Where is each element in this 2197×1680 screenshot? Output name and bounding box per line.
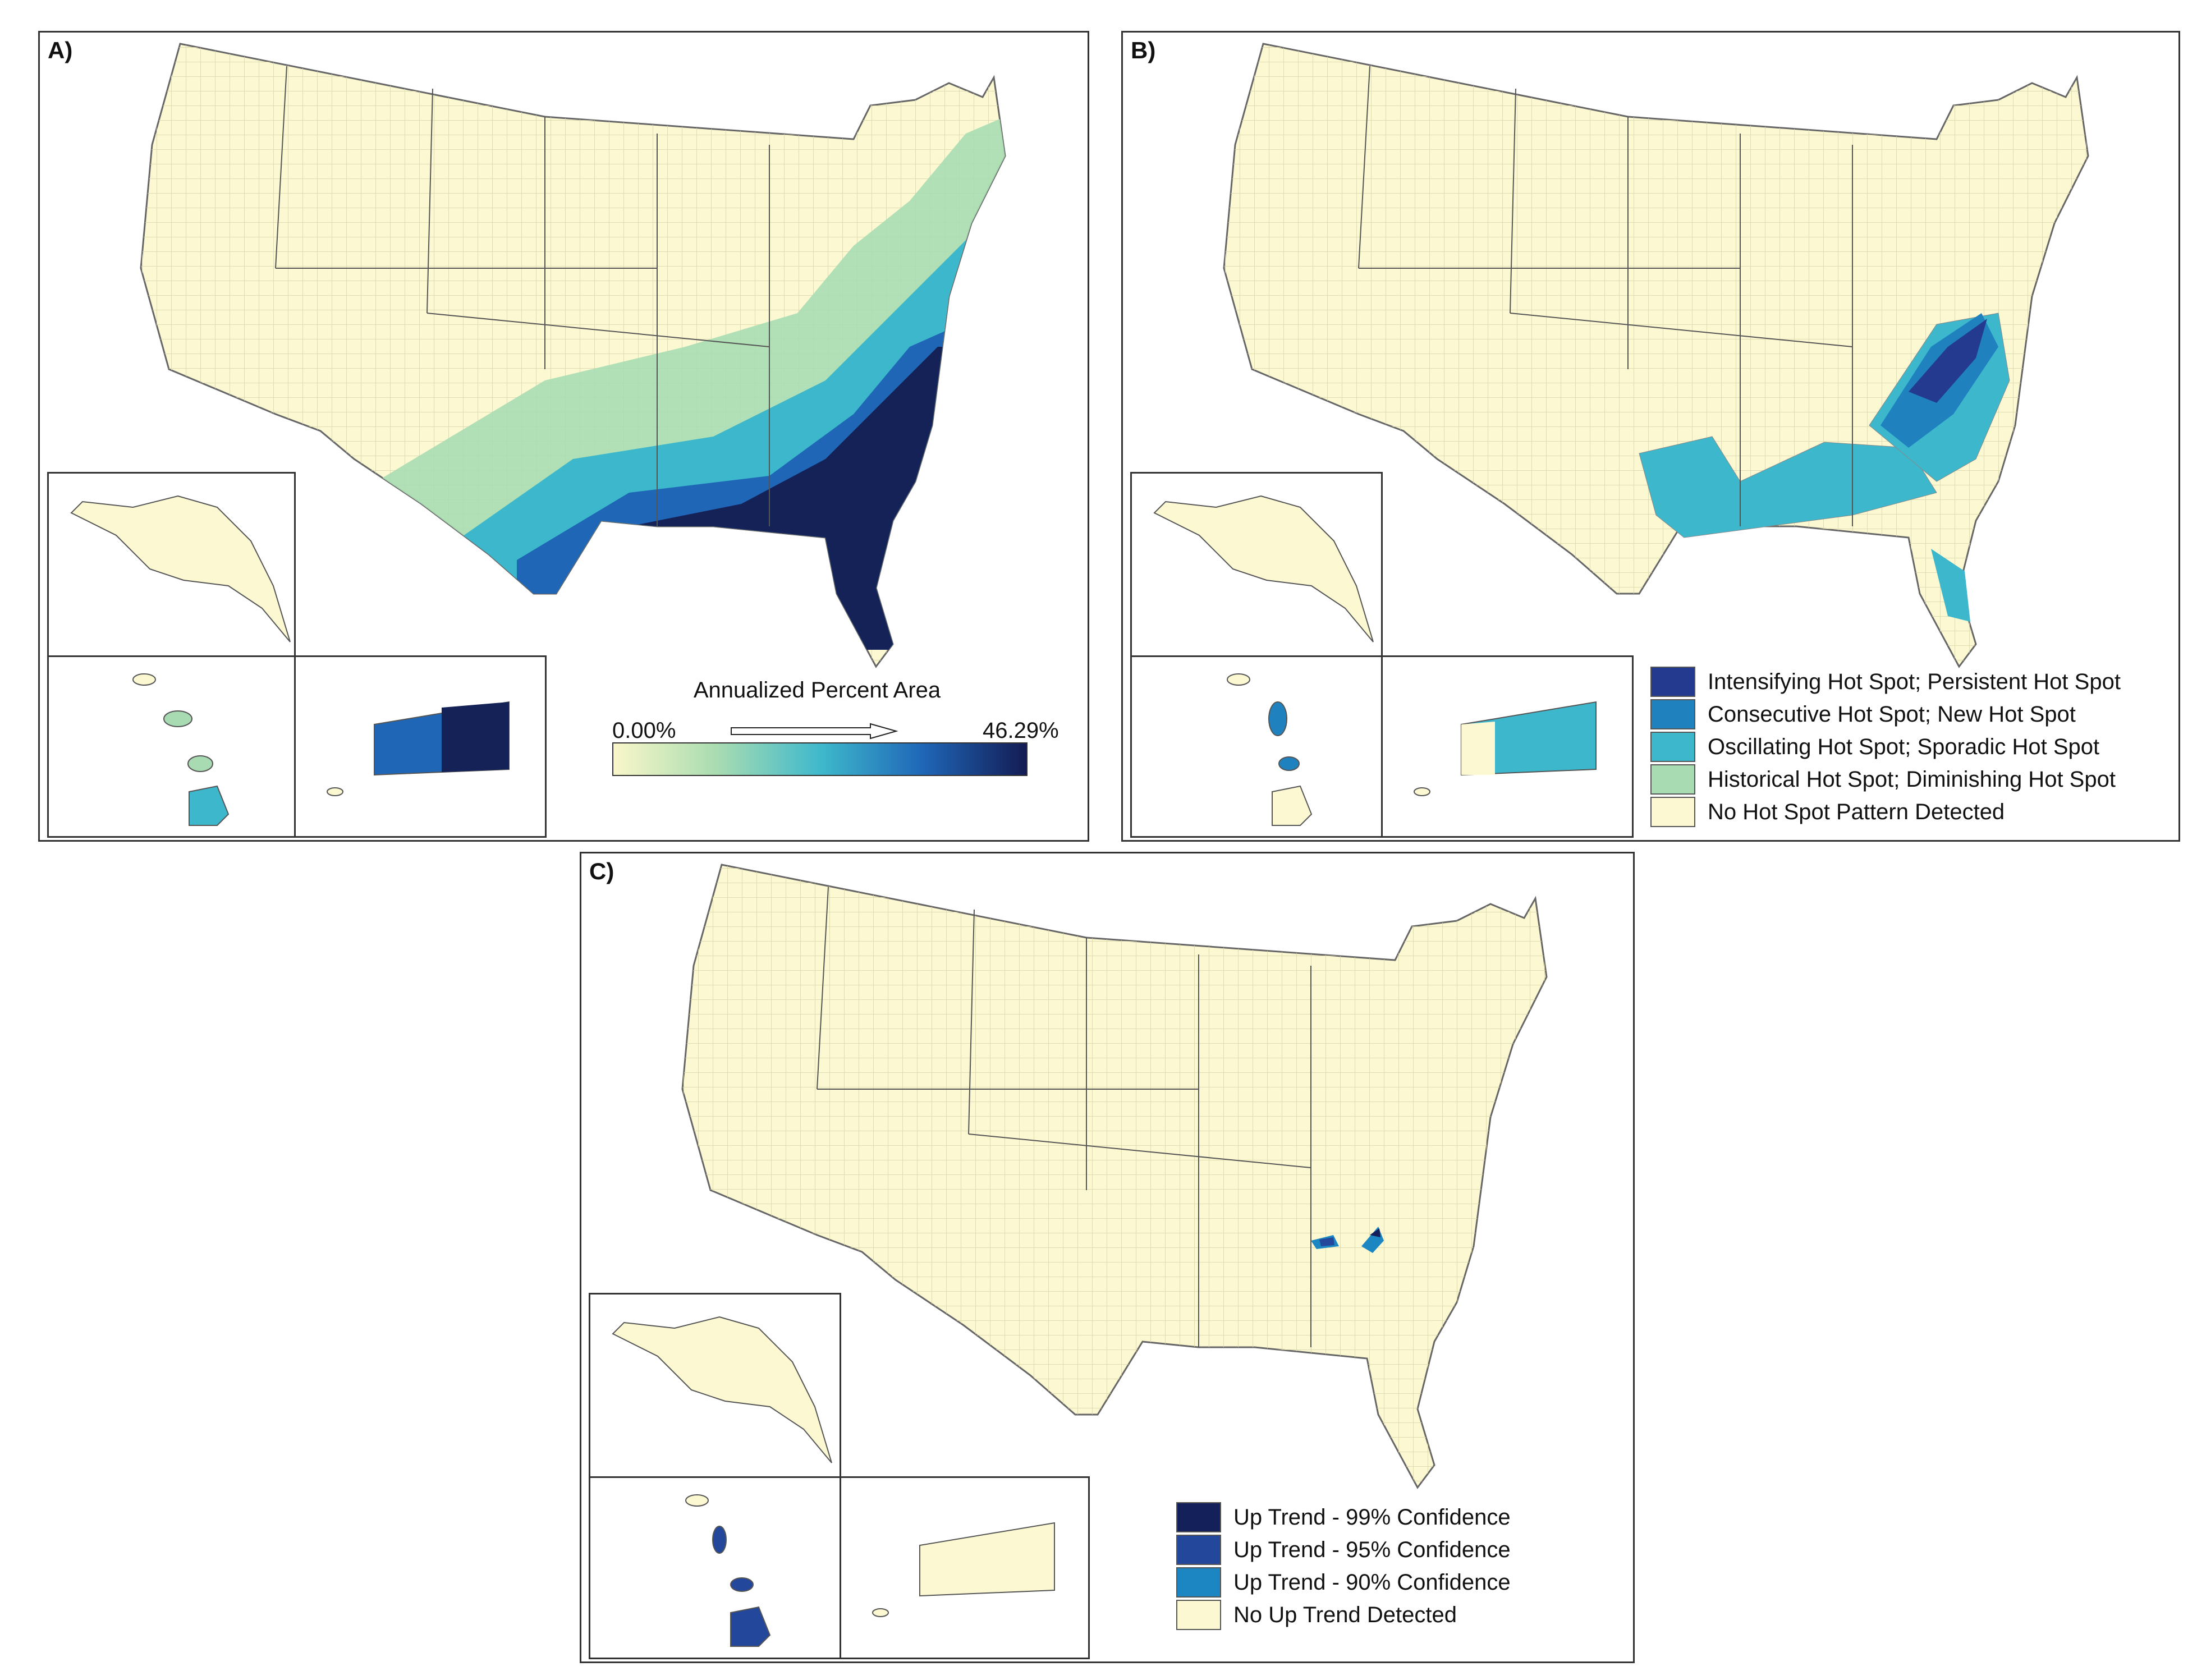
panel-c-label: C) xyxy=(589,858,614,884)
panel-c-legend-label: Up Trend - 99% Confidence xyxy=(1233,1504,1511,1530)
trend-cluster-west-core xyxy=(1319,1237,1334,1246)
panel-c-legend-swatch xyxy=(1176,1600,1221,1630)
panel-c-legend-label: No Up Trend Detected xyxy=(1233,1602,1457,1627)
panel-b-legend-item: Historical Hot Spot; Diminishing Hot Spo… xyxy=(1650,763,2121,796)
panel-b-conus-map xyxy=(1223,43,2089,668)
panel-a-label: A) xyxy=(48,37,73,63)
state-borders xyxy=(817,887,1311,1347)
colorbar-min-label: 0.00% xyxy=(612,718,676,743)
hotspot-oscillating-gulf xyxy=(1639,436,1937,538)
panel-b: B) Intensifyi xyxy=(1121,31,2180,842)
panel-b-legend-label: No Hot Spot Pattern Detected xyxy=(1708,799,2005,824)
panel-b-legend-item: No Hot Spot Pattern Detected xyxy=(1650,796,2121,828)
panel-a: A) xyxy=(38,31,1089,842)
panel-c-legend-label: Up Trend - 95% Confidence xyxy=(1233,1537,1511,1562)
panel-c-legend-item: Up Trend - 90% Confidence xyxy=(1176,1566,1511,1599)
panel-c-legend-label: Up Trend - 90% Confidence xyxy=(1233,1569,1511,1595)
panel-b-legend-swatch xyxy=(1650,699,1695,729)
hotspot-intensifying xyxy=(1909,319,1987,403)
panel-b-alaska-inset xyxy=(1130,472,1383,657)
panel-b-legend-item: Oscillating Hot Spot; Sporadic Hot Spot xyxy=(1650,731,2121,763)
trend-cluster-east-core xyxy=(1370,1228,1380,1237)
panel-c-legend-item: Up Trend - 99% Confidence xyxy=(1176,1501,1511,1534)
colorbar-arrow xyxy=(731,723,898,740)
colorbar-gradient xyxy=(612,742,1028,776)
state-borders xyxy=(275,66,770,526)
panel-c-hawaii-inset xyxy=(589,1476,841,1659)
panel-c-legend-swatch xyxy=(1176,1535,1221,1565)
state-borders xyxy=(1358,66,1853,526)
colorbar-title: Annualized Percent Area xyxy=(693,678,941,703)
panel-a-alaska-inset xyxy=(47,472,296,657)
panel-c-legend-swatch xyxy=(1176,1567,1221,1598)
panel-b-legend-swatch xyxy=(1650,667,1695,697)
colorbar-max-label: 46.29% xyxy=(983,718,1059,743)
panel-b-hawaii-inset xyxy=(1130,655,1383,838)
panel-b-legend-label: Historical Hot Spot; Diminishing Hot Spo… xyxy=(1708,766,2116,792)
panel-c-conus-map xyxy=(681,864,1548,1489)
panel-b-label: B) xyxy=(1131,37,1156,63)
panel-b-legend: Intensifying Hot Spot; Persistent Hot Sp… xyxy=(1650,665,2121,828)
panel-a-hawaii-inset xyxy=(47,655,296,838)
panel-b-legend-item: Consecutive Hot Spot; New Hot Spot xyxy=(1650,698,2121,731)
panel-c-legend-swatch xyxy=(1176,1502,1221,1532)
panel-b-legend-swatch xyxy=(1650,732,1695,762)
panel-c-legend-item: No Up Trend Detected xyxy=(1176,1599,1511,1631)
panel-c-legend-item: Up Trend - 95% Confidence xyxy=(1176,1534,1511,1566)
hotspot-florida-tip xyxy=(1931,549,1970,622)
panel-b-legend-swatch xyxy=(1650,797,1695,827)
panel-c-alaska-inset xyxy=(589,1293,841,1478)
panel-b-legend-label: Intensifying Hot Spot; Persistent Hot Sp… xyxy=(1708,669,2121,694)
panel-c-puerto-rico-inset xyxy=(840,1476,1090,1659)
panel-b-legend-label: Oscillating Hot Spot; Sporadic Hot Spot xyxy=(1708,734,2100,759)
panel-c: C) Up Trend - 99% Confide xyxy=(580,852,1635,1663)
panel-b-legend-item: Intensifying Hot Spot; Persistent Hot Sp… xyxy=(1650,665,2121,698)
panel-b-legend-label: Consecutive Hot Spot; New Hot Spot xyxy=(1708,701,2076,727)
panel-a-puerto-rico-inset xyxy=(294,655,547,838)
panel-b-legend-swatch xyxy=(1650,764,1695,795)
panel-b-puerto-rico-inset xyxy=(1381,655,1634,838)
panel-c-legend: Up Trend - 99% Confidence Up Trend - 95% … xyxy=(1176,1501,1511,1631)
